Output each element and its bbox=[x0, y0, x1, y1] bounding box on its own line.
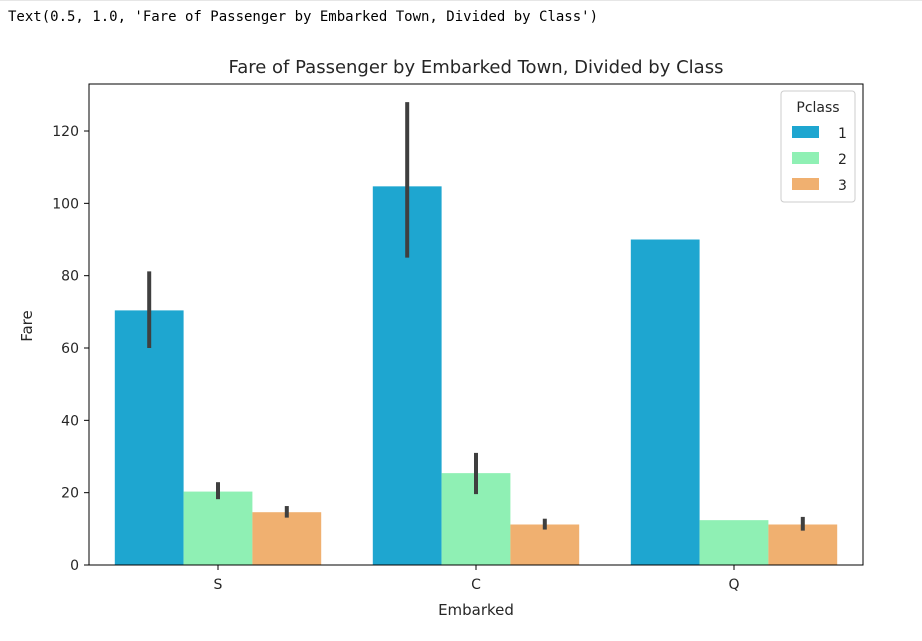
x-tick-label: Q bbox=[728, 577, 739, 593]
bar-s-class-3 bbox=[252, 512, 322, 565]
y-tick-label: 20 bbox=[61, 486, 79, 502]
bar-s-class-2 bbox=[183, 491, 253, 565]
y-tick-label: 60 bbox=[61, 341, 79, 357]
legend-swatch-class-3 bbox=[792, 178, 819, 190]
bar-q-class-1 bbox=[630, 239, 700, 565]
y-tick-label: 100 bbox=[52, 196, 79, 212]
y-axis-label: Fare bbox=[18, 310, 36, 342]
legend-swatch-class-2 bbox=[792, 152, 819, 164]
legend-box bbox=[780, 90, 856, 203]
y-tick-label: 80 bbox=[61, 269, 79, 285]
cell-output-text: Text(0.5, 1.0, 'Fare of Passenger by Emb… bbox=[8, 9, 599, 25]
bar-s-class-1 bbox=[114, 310, 184, 565]
legend-label-class-3: 3 bbox=[838, 178, 847, 194]
x-tick-label: C bbox=[471, 577, 481, 593]
legend-swatch-class-1 bbox=[792, 126, 819, 138]
y-tick-label: 40 bbox=[61, 413, 79, 429]
bar-q-class-3 bbox=[768, 524, 838, 565]
y-tick-label: 120 bbox=[52, 124, 79, 140]
output-cell-rule bbox=[0, 0, 922, 1]
x-axis-label: Embarked bbox=[438, 601, 514, 619]
x-tick-label: S bbox=[214, 577, 223, 593]
legend-title: Pclass bbox=[796, 100, 839, 116]
y-tick-label: 0 bbox=[70, 558, 79, 574]
bar-q-class-2 bbox=[699, 520, 769, 565]
legend-label-class-1: 1 bbox=[838, 126, 847, 142]
chart-title: Fare of Passenger by Embarked Town, Divi… bbox=[229, 57, 724, 78]
legend-label-class-2: 2 bbox=[838, 152, 847, 168]
bar-c-class-3 bbox=[510, 524, 580, 565]
